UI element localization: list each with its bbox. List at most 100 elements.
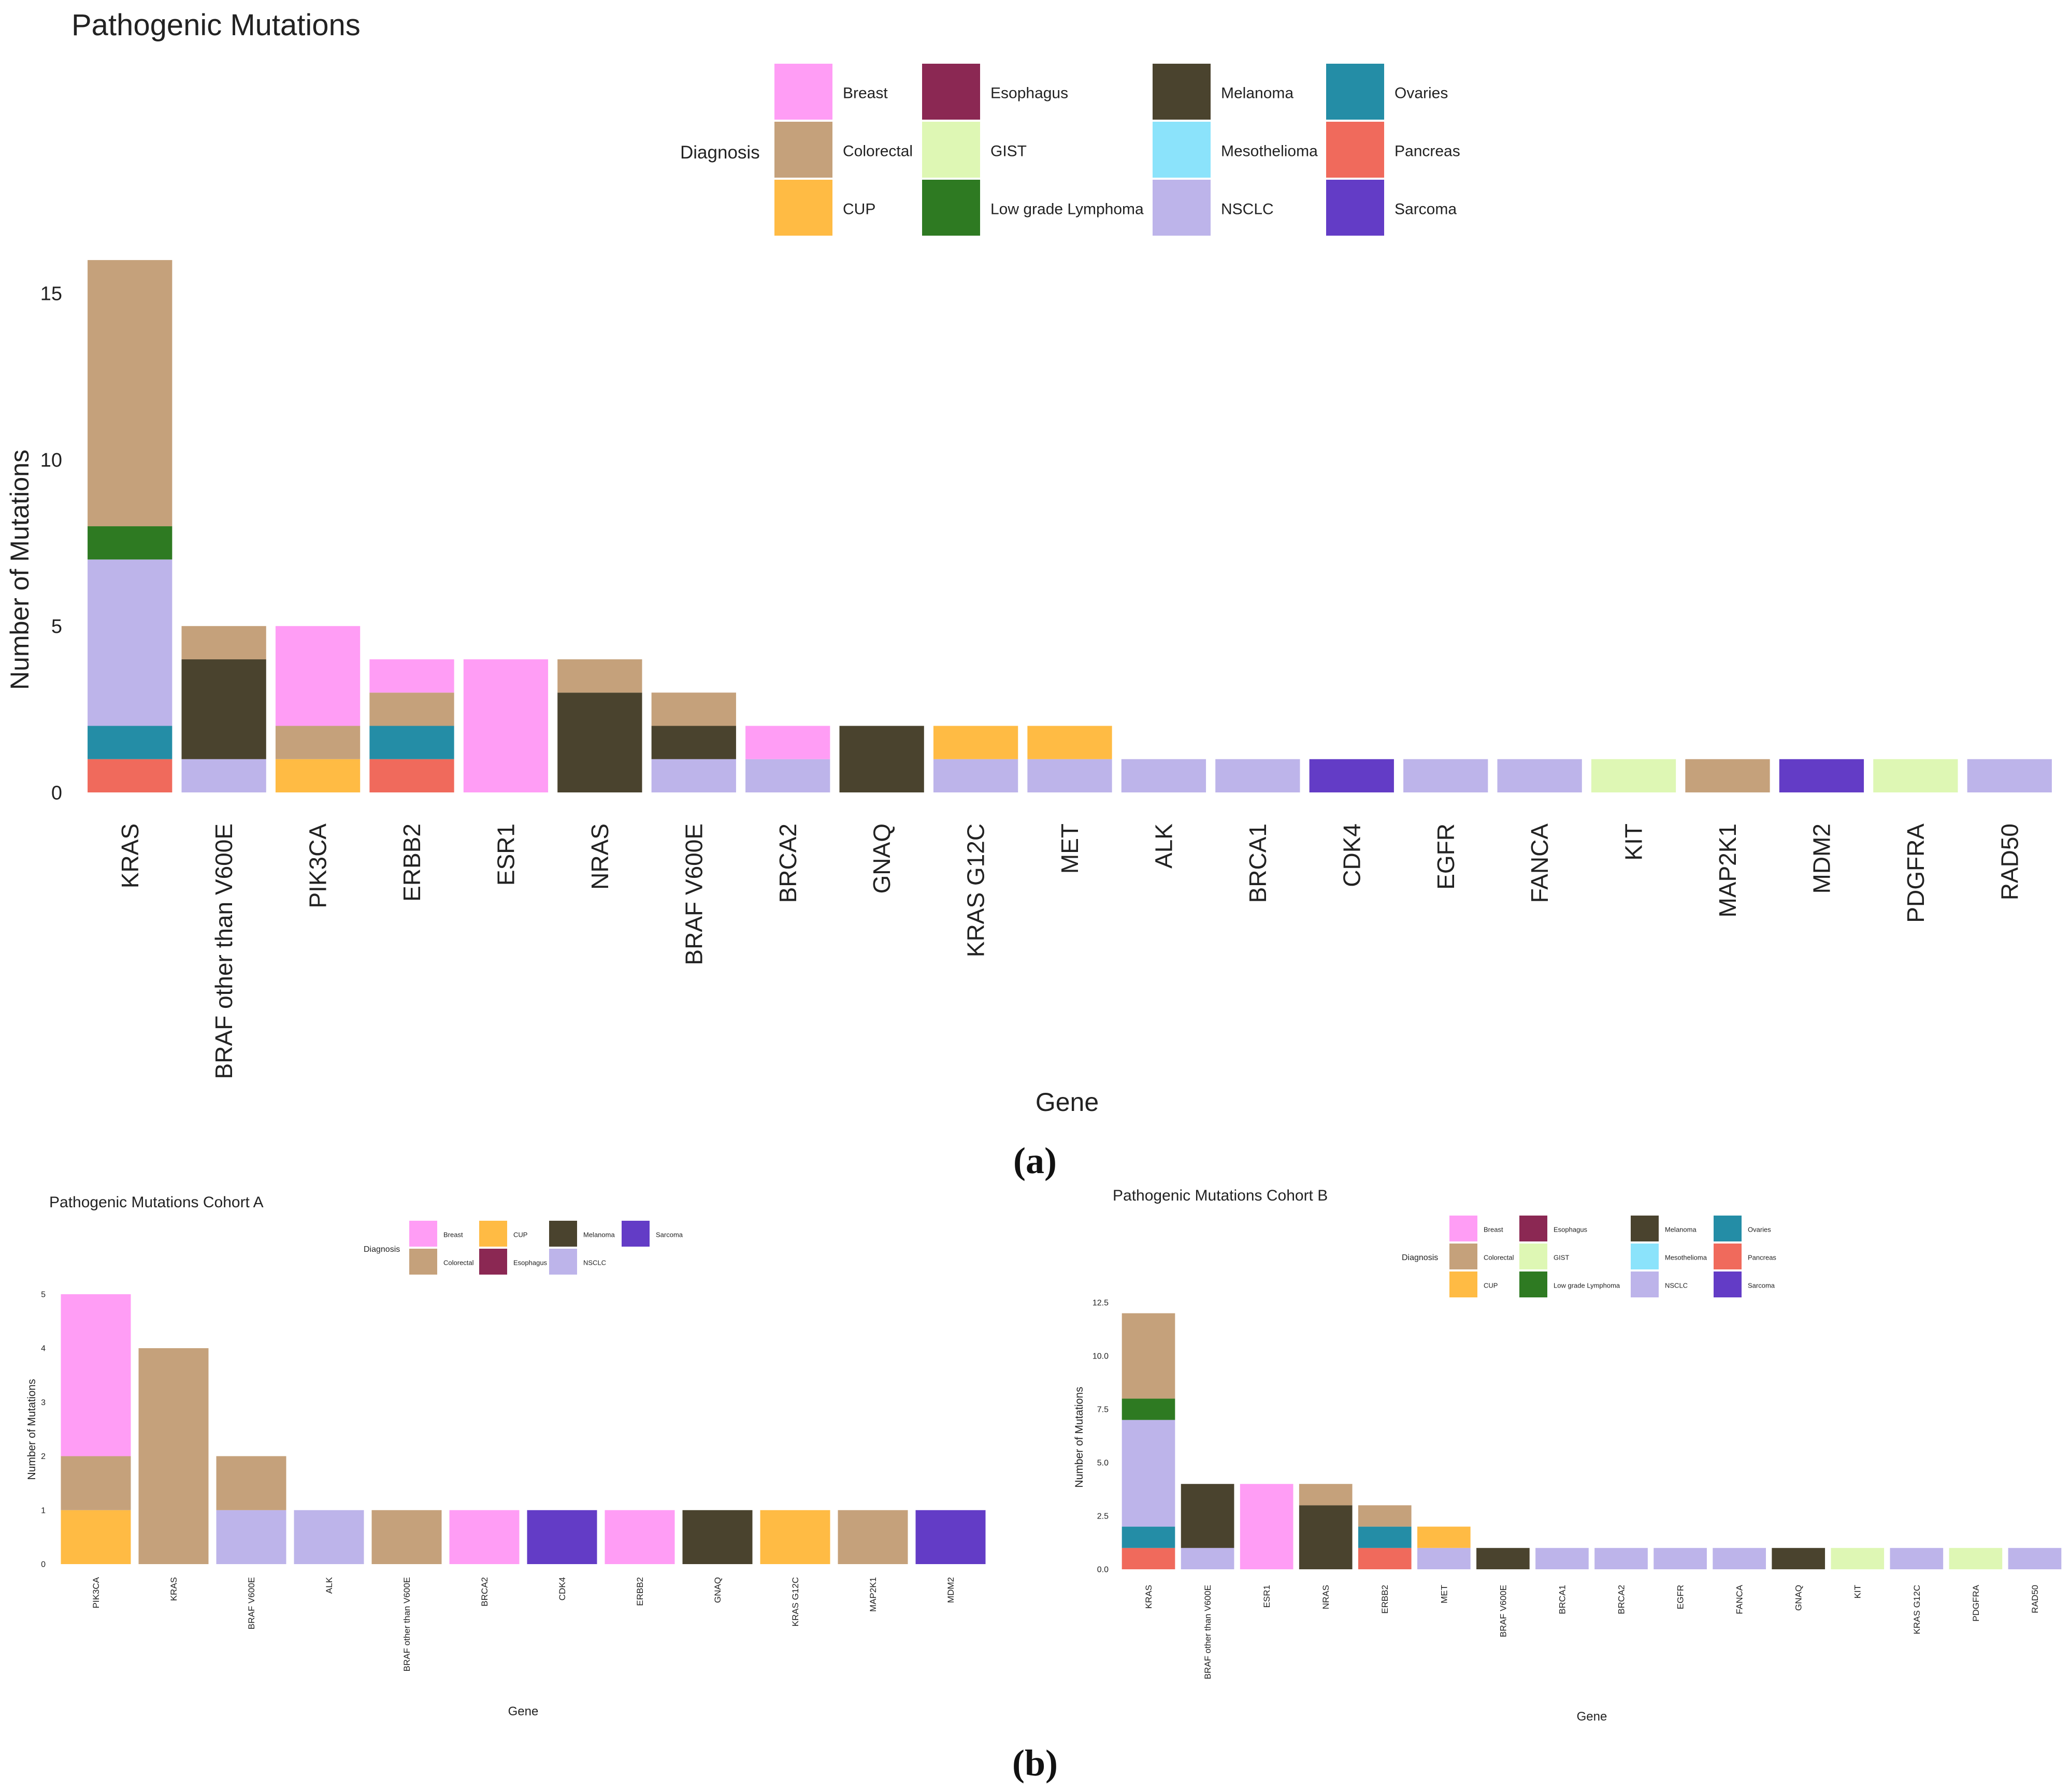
bar-stack-rad50 [2008,1548,2062,1569]
y-tick-label: 0 [41,1560,46,1569]
bar-segment-colorectal [369,692,454,726]
legend-swatch-gist [922,122,980,178]
bar-segment-low-grade-lymphoma [1122,1398,1175,1420]
x-tick-label: KIT [1853,1585,1863,1598]
x-tick-label: ERBB2 [398,823,425,902]
legend-swatch-low-grade-lymphoma [1519,1271,1547,1297]
y-axis-ticks: 0 5 10 15 [40,283,62,804]
bar-stack-fanca [1497,759,1582,792]
bar-segment-sarcoma [915,1510,986,1564]
bar-stack-braf-other-than-v600e [371,1510,442,1564]
legend-label-breast: Breast [1484,1226,1503,1234]
chart-a-legend-title: Diagnosis [680,142,760,163]
x-tick-label: KRAS [117,823,143,888]
bar-segment-breast [61,1294,131,1456]
y-tick-label: 5 [51,616,62,638]
bar-segment-low-grade-lymphoma [88,526,172,560]
bar-segment-cup [1027,726,1112,759]
legend-swatch-colorectal [774,122,832,178]
bar-stack-kras-g12c [1890,1548,1944,1569]
bar-segment-nsclc [1497,759,1582,792]
bar-segment-nsclc [1967,759,2052,792]
bar-segment-melanoma [651,726,736,759]
x-tick-label: PDGFRA [1971,1584,1981,1622]
bar-stack-rad50 [1967,759,2052,792]
bars [88,260,2052,792]
legend-swatch-cup [774,180,832,236]
legend-label-mesothelioma: Mesothelioma [1221,143,1318,160]
legend: Breast Colorectal CUP Esophagus GIST Low grad… [774,64,1460,236]
legend-swatch-breast [774,64,832,120]
y-tick-label: 15 [40,283,62,305]
bar-segment-gist [1591,759,1676,792]
y-tick-label: 0 [51,782,62,804]
bar-stack-esr1 [463,659,549,792]
bar-segment-sarcoma [1779,759,1864,792]
y-axis-ticks: 0 1 2 3 4 5 [41,1290,46,1569]
bar-stack-erbb2 [1358,1505,1412,1569]
bar-segment-melanoma [557,692,642,792]
bar-segment-colorectal [181,626,266,660]
legend-swatch-nsclc [1153,180,1211,236]
bar-stack-braf-v600e [1476,1548,1530,1569]
legend-label-colorectal: Colorectal [443,1259,474,1267]
bar-stack-kit [1591,759,1676,792]
legend-swatch-mesothelioma [1631,1244,1659,1269]
bar-stack-kras-g12c [933,726,1018,792]
bar-segment-colorectal [651,692,736,726]
legend-swatch-colorectal [409,1249,437,1275]
y-tick-label: 10.0 [1092,1352,1109,1361]
bar-segment-breast [745,726,830,759]
y-tick-label: 7.5 [1097,1406,1109,1414]
legend-label-breast: Breast [443,1231,463,1239]
legend-swatch-melanoma [1631,1216,1659,1241]
bar-segment-nsclc [1594,1548,1648,1569]
legend-label-esophagus: Esophagus [513,1259,548,1267]
bar-stack-nras [557,659,642,792]
y-tick-label: 2.5 [1097,1512,1109,1521]
bar-stack-cdk4 [527,1510,597,1564]
legend-label-esophagus: Esophagus [990,85,1068,102]
bar-segment-cup [275,759,361,792]
legend-label-nsclc: NSCLC [1221,201,1274,218]
x-tick-label: MET [1056,823,1083,874]
x-tick-label: BRCA2 [774,823,801,903]
bar-stack-alk [294,1510,364,1564]
x-tick-label: KRAS G12C [1912,1585,1922,1634]
legend-label-melanoma: Melanoma [1665,1226,1697,1234]
bar-segment-nsclc [2008,1548,2062,1569]
x-tick-label: CDK4 [1338,823,1365,887]
bar-segment-colorectal [275,726,361,759]
bar-stack-gnaq [1772,1548,1825,1569]
x-tick-label: KRAS G12C [962,823,989,957]
legend-swatch-ovaries [1326,64,1384,120]
bar-stack-kras [1122,1313,1175,1569]
x-tick-label: ESR1 [1262,1585,1272,1608]
bar-stack-esr1 [1240,1484,1293,1569]
legend-label-cup: CUP [1484,1282,1498,1290]
legend-swatch-pancreas [1714,1244,1742,1269]
chart-b1-ylabel: Number of Mutations [26,1379,38,1480]
bar-segment-colorectal [1299,1484,1353,1506]
x-tick-label: ERBB2 [635,1577,645,1606]
bar-segment-nsclc [1654,1548,1707,1569]
legend-swatch-breast [1449,1216,1477,1241]
bar-segment-breast [449,1510,520,1564]
chart-a-title: Pathogenic Mutations [71,8,361,42]
bars [1122,1313,2062,1569]
x-tick-label: MAP2K1 [868,1577,878,1612]
x-tick-label: BRAF other than V600E [1203,1585,1213,1679]
bar-segment-colorectal [838,1510,908,1564]
legend-label-breast: Breast [843,85,888,102]
bar-stack-alk [1121,759,1206,792]
legend-label-cup: CUP [513,1231,527,1239]
bar-segment-melanoma [1181,1484,1234,1548]
chart-b1-xlabel: Gene [508,1704,539,1718]
bar-segment-ovaries [1122,1526,1175,1548]
x-tick-label: RAD50 [2030,1585,2040,1613]
x-tick-label: BRAF other than V600E [402,1577,412,1671]
legend-swatch-sarcoma [622,1221,650,1247]
x-tick-label: MET [1439,1585,1449,1603]
bar-stack-kras-g12c [760,1510,830,1564]
